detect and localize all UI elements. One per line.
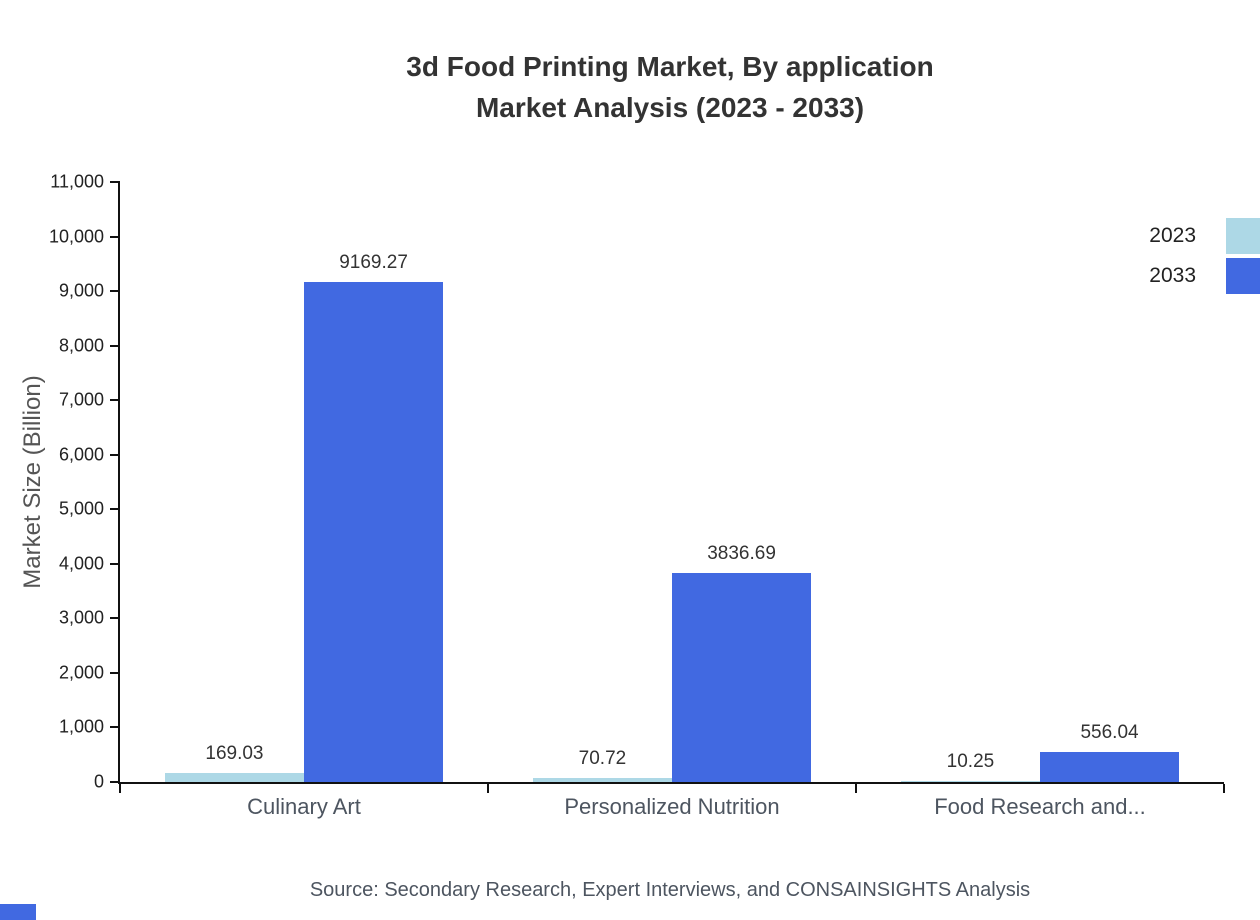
bar-2033: [1040, 751, 1180, 782]
value-label: 9169.27: [339, 251, 408, 273]
chart-title-line1: 3d Food Printing Market, By application: [406, 51, 934, 82]
y-tick-mark: [110, 235, 120, 238]
legend-swatch: [1226, 257, 1260, 294]
legend-swatch: [1226, 217, 1260, 254]
y-tick-mark: [110, 562, 120, 565]
y-tick-label: 10,000: [48, 226, 104, 247]
legend-label: 2023: [1149, 223, 1196, 247]
value-label: 10.25: [946, 751, 995, 773]
y-tick-label: 5,000: [58, 498, 104, 519]
x-tick-mark: [1223, 784, 1225, 793]
x-tick-mark: [119, 784, 121, 793]
bar-2033: [304, 281, 444, 782]
x-tick-mark: [855, 784, 857, 793]
value-label: 70.72: [578, 748, 627, 770]
y-tick-mark: [110, 290, 120, 293]
y-tick-label: 8,000: [58, 335, 104, 356]
y-tick-mark: [110, 671, 120, 674]
x-category-label: Food Research and...: [934, 794, 1146, 819]
chart-title-line2: Market Analysis (2023 - 2033): [475, 92, 865, 123]
legend-item: 2033: [1149, 257, 1260, 294]
y-tick-label: 6,000: [58, 444, 104, 465]
x-tick-mark: [487, 784, 489, 793]
y-tick-label: 4,000: [58, 553, 104, 574]
y-tick-mark: [110, 344, 120, 347]
y-tick-label: 7,000: [58, 389, 104, 410]
y-tick-mark: [110, 617, 120, 620]
y-tick-mark: [110, 453, 120, 456]
x-category-label: Personalized Nutrition: [564, 794, 780, 819]
bar-2023: [900, 781, 1040, 782]
y-tick-label: 0: [93, 771, 104, 792]
value-label: 3836.69: [707, 542, 776, 564]
value-label: 556.04: [1080, 721, 1139, 743]
y-tick-mark: [110, 726, 120, 729]
y-axis-title: Market Size (Billion): [19, 375, 46, 589]
y-tick-mark: [110, 181, 120, 183]
legend-label: 2033: [1149, 263, 1196, 287]
bar-2023: [164, 772, 304, 782]
legend-item: 2023: [1149, 217, 1260, 254]
y-tick-mark: [110, 508, 120, 511]
chart-title: 3d Food Printing Market, By application …: [118, 46, 1222, 128]
y-tick-label: 2,000: [58, 662, 104, 683]
y-tick-label: 11,000: [50, 171, 104, 192]
y-tick-mark: [110, 781, 120, 783]
brand-corner-accent: [0, 904, 36, 920]
x-category-label: Culinary Art: [247, 794, 361, 819]
y-tick-label: 9,000: [58, 280, 104, 301]
value-label: 169.03: [205, 742, 264, 764]
y-tick-label: 1,000: [58, 716, 104, 737]
bar-2033: [672, 572, 812, 782]
y-tick-label: 3,000: [58, 607, 104, 628]
legend: 2023 2033: [1149, 217, 1260, 294]
bar-2023: [532, 778, 672, 782]
y-tick-mark: [110, 399, 120, 402]
source-note: Source: Secondary Research, Expert Inter…: [309, 879, 1031, 901]
plot-area: 0 1,000 2,000 3,000 4,000 5,000 6,000 7,000 8,00…: [49, 172, 1225, 819]
